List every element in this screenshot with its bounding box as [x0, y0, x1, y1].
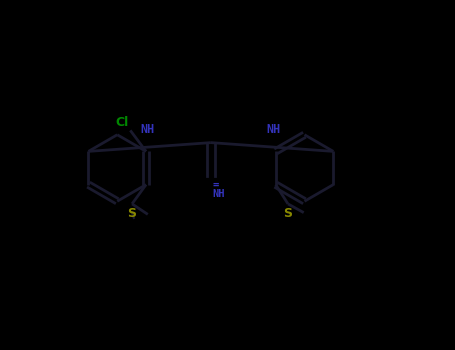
- Text: NH: NH: [267, 122, 281, 135]
- Text: Cl: Cl: [115, 116, 129, 129]
- Text: NH: NH: [141, 122, 155, 135]
- Text: S: S: [127, 206, 136, 220]
- Text: S: S: [283, 206, 293, 220]
- Text: =
NH: = NH: [212, 180, 225, 199]
